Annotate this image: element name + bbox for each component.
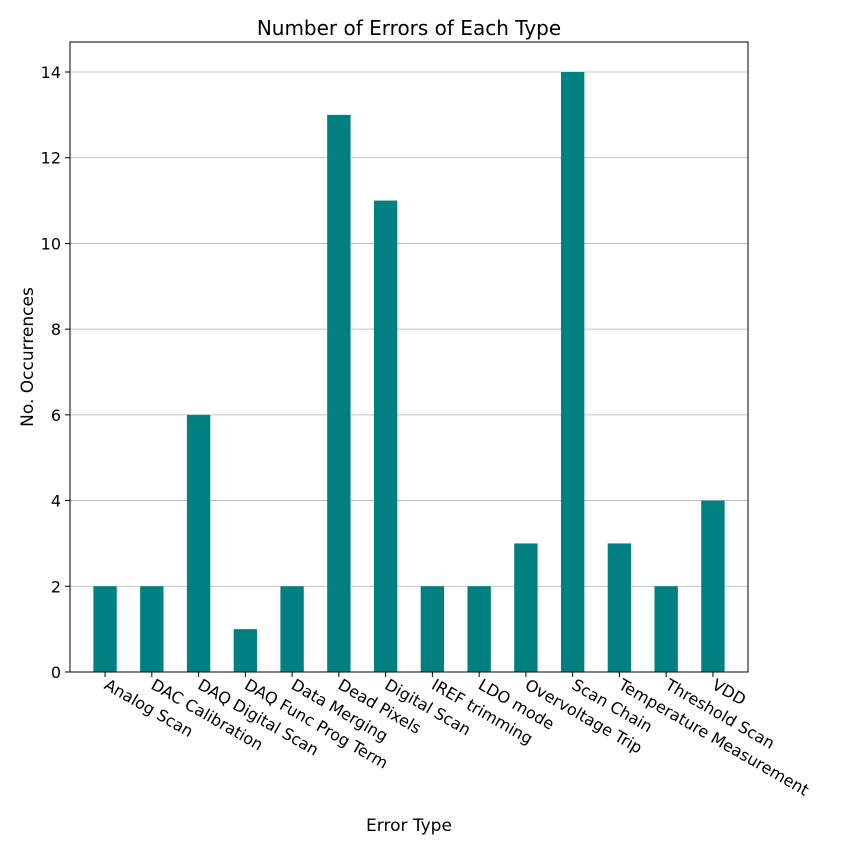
bar — [186, 414, 211, 672]
y-tick-label: 0 — [51, 663, 61, 682]
chart-title: Number of Errors of Each Type — [257, 16, 561, 40]
y-tick-label: 6 — [51, 406, 61, 425]
bar — [701, 500, 725, 672]
x-axis-title: Error Type — [366, 816, 452, 836]
y-tick-label: 8 — [51, 320, 61, 339]
bar — [93, 586, 117, 672]
bar — [373, 200, 398, 673]
plot-frame — [69, 41, 749, 673]
bar — [654, 586, 678, 672]
bar — [467, 586, 491, 672]
y-axis-title: No. Occurrences — [18, 287, 38, 427]
bar — [607, 543, 632, 672]
bar — [420, 586, 445, 672]
y-tick-label: 14 — [41, 63, 61, 82]
y-tick-label: 2 — [51, 577, 61, 596]
y-tick-label: 12 — [41, 149, 61, 168]
bar — [327, 114, 351, 673]
grid-lines — [70, 71, 748, 587]
bar — [514, 543, 538, 672]
y-tick-label: 10 — [41, 234, 61, 253]
bar — [560, 72, 585, 672]
bar — [280, 586, 304, 672]
y-axis: 0 2 4 6 8 10 12 14 — [41, 63, 70, 682]
bars — [93, 72, 725, 673]
bar — [233, 629, 258, 672]
bar — [140, 586, 164, 672]
y-tick-label: 4 — [51, 492, 61, 511]
